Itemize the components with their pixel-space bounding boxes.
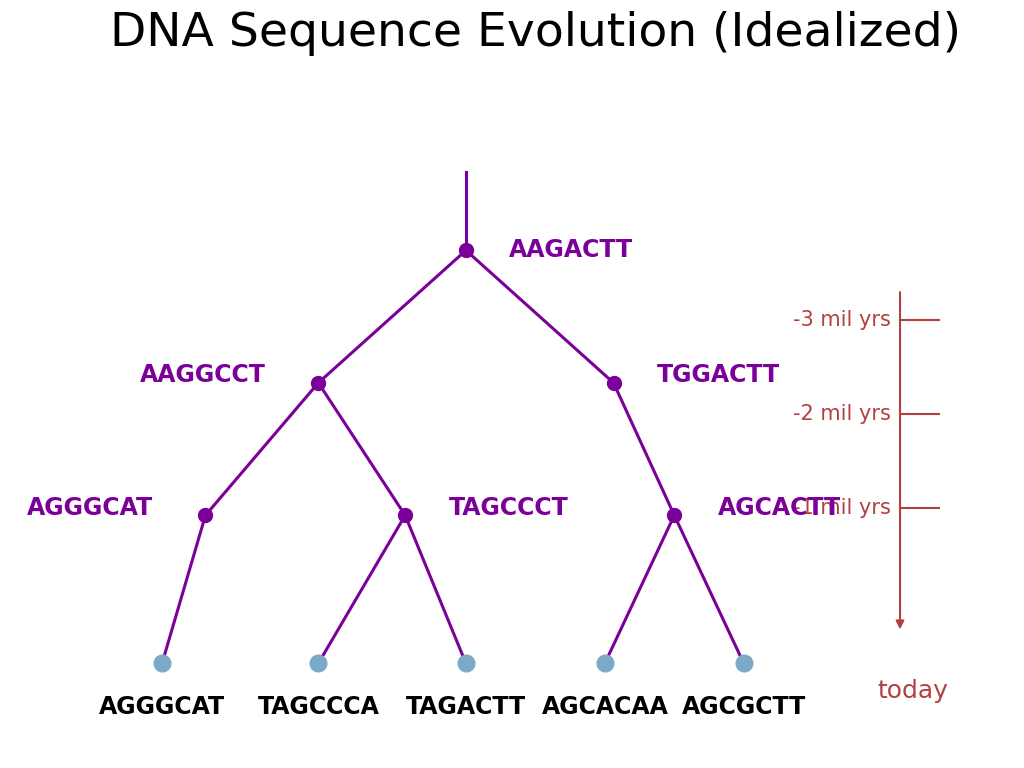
Text: -3 mil yrs: -3 mil yrs [794,310,891,330]
Text: AGGGCAT: AGGGCAT [28,495,154,519]
Text: TAGACTT: TAGACTT [406,694,526,719]
Text: AAGACTT: AAGACTT [509,238,634,263]
Text: AGCACTT: AGCACTT [718,495,841,519]
Text: AGCACAA: AGCACAA [542,694,669,719]
Title: DNA Sequence Evolution (Idealized): DNA Sequence Evolution (Idealized) [110,11,961,56]
Text: AGCGCTT: AGCGCTT [682,694,806,719]
Text: AAGGCCT: AAGGCCT [140,363,266,387]
Text: -2 mil yrs: -2 mil yrs [794,404,891,424]
Text: TGGACTT: TGGACTT [657,363,780,387]
Text: TAGCCCA: TAGCCCA [257,694,379,719]
Text: today: today [878,679,948,703]
Text: -1 mil yrs: -1 mil yrs [794,498,891,518]
Text: AGGGCAT: AGGGCAT [99,694,225,719]
Text: TAGCCCT: TAGCCCT [449,495,568,519]
